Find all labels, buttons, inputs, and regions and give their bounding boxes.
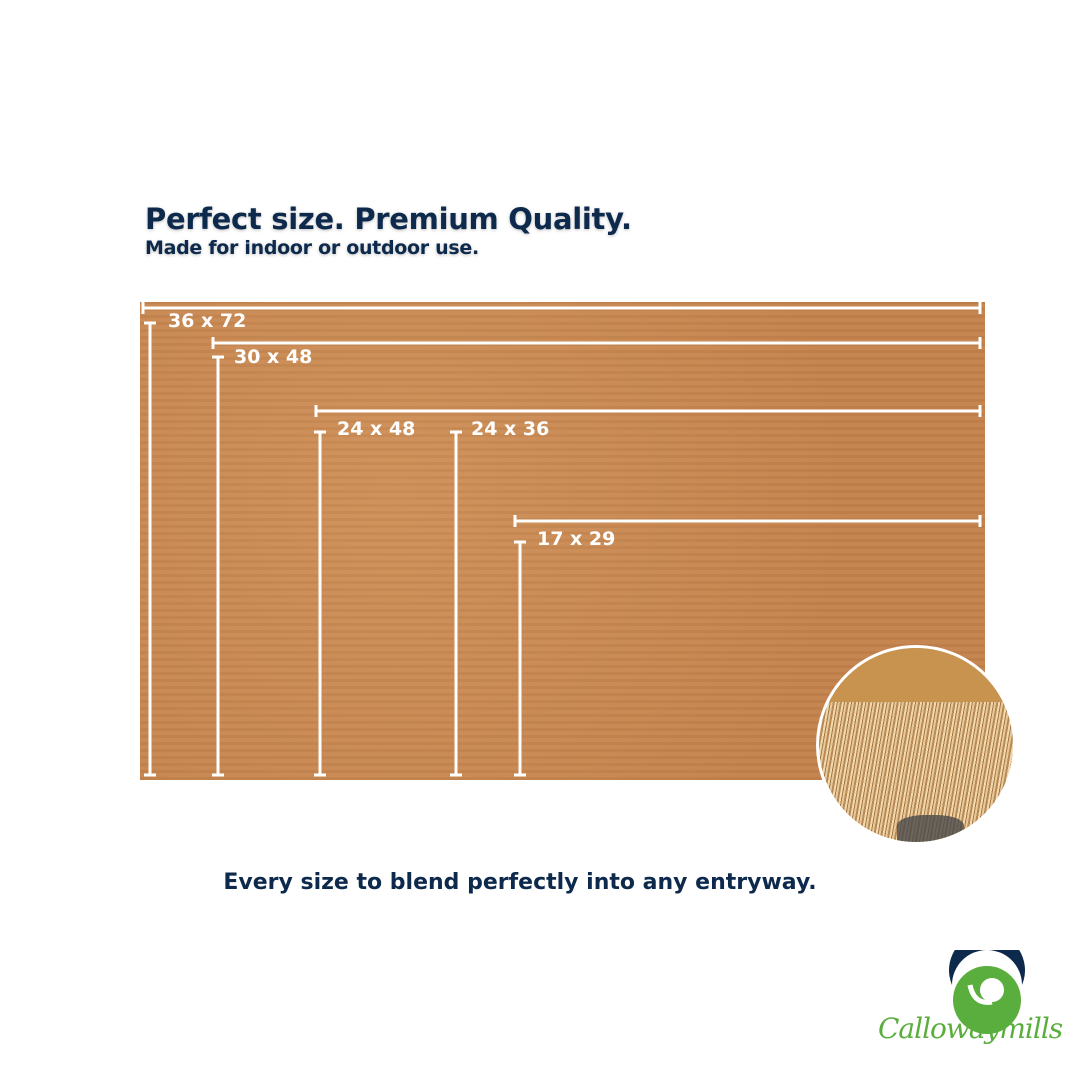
dimension-24-wide xyxy=(314,405,982,777)
subheadline: Made for indoor or outdoor use. xyxy=(145,237,479,259)
bristle-closeup-image xyxy=(816,645,1016,845)
size-label-36x72: 36 x 72 xyxy=(168,310,247,332)
tagline: Every size to blend perfectly into any e… xyxy=(223,870,817,895)
size-label-24x36: 24 x 36 xyxy=(471,418,550,440)
size-label-17x29: 17 x 29 xyxy=(537,528,616,550)
dimension-30x48 xyxy=(211,337,982,777)
brand-name: Callowaymills xyxy=(878,1012,1063,1045)
brand-logo-icon xyxy=(949,950,1025,1034)
dimension-17x29 xyxy=(513,515,982,777)
size-label-24x48: 24 x 48 xyxy=(337,418,416,440)
size-label-30x48: 30 x 48 xyxy=(234,346,313,368)
headline: Perfect size. Premium Quality. xyxy=(145,202,632,236)
dimension-36x72 xyxy=(141,302,982,777)
coir-doormat-image xyxy=(140,302,985,780)
